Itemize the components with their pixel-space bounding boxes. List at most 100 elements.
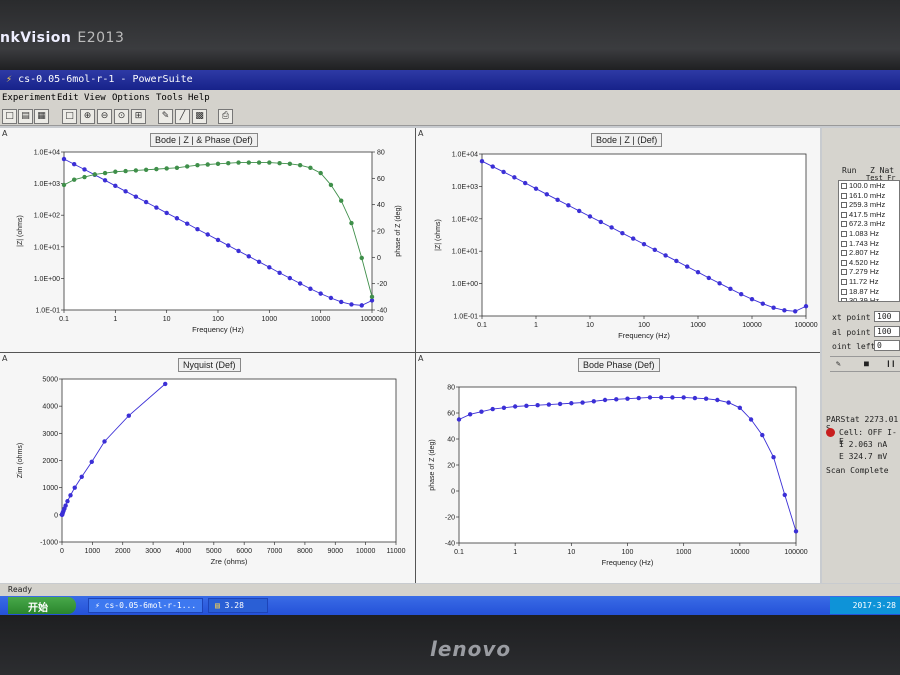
x-tick-label: 1000	[262, 316, 278, 323]
y-tick-label: 2000	[42, 458, 58, 465]
panel-bode-z[interactable]: A Bode | Z | (Def) 0.1 1 10 100 1000 10000 100…	[416, 128, 820, 352]
zoom-fit-icon[interactable]: ⊙	[114, 109, 129, 124]
menu-experiment[interactable]: Experiment	[2, 93, 57, 103]
save-icon[interactable]: ▦	[34, 109, 49, 124]
y-tick-label: 4000	[42, 404, 58, 411]
grid-icon[interactable]: ⊞	[131, 109, 146, 124]
frequency-list-item[interactable]: 100.0 mHz	[839, 181, 899, 191]
x-tick-label: 1	[534, 322, 538, 329]
data-point	[625, 396, 630, 401]
tab-run[interactable]: Run	[842, 166, 857, 175]
expand-icon[interactable]	[841, 298, 847, 301]
expand-icon[interactable]	[841, 211, 847, 218]
taskbar-item-powersuite[interactable]: ⚡ cs-0.05-6mol-r-1...	[88, 598, 203, 613]
frequency-list-item[interactable]: 672.3 mHz	[839, 219, 899, 229]
menu-options[interactable]: Options	[112, 93, 150, 103]
frequency-list[interactable]: 100.0 mHz 161.0 mHz 259.3 mHz 417.5 mHz 672.…	[838, 180, 900, 302]
data-point	[369, 294, 375, 300]
frequency-list-item[interactable]: 18.87 Hz	[839, 287, 899, 297]
plot-frame	[458, 386, 797, 544]
data-point	[580, 400, 585, 405]
panel-bode-z-phase[interactable]: A Bode | Z | & Phase (Def) 0.1 1 10 100 1000…	[0, 128, 415, 352]
panel-title[interactable]: Nyquist (Def)	[178, 358, 241, 372]
print-icon[interactable]: ⎙	[218, 109, 233, 124]
data-point	[533, 186, 539, 191]
taskbar-item-folder[interactable]: ▤ 3.28	[208, 598, 268, 613]
data-point	[715, 397, 720, 403]
menu-view[interactable]: View	[84, 93, 106, 103]
chart-icon[interactable]: ▩	[192, 109, 207, 124]
data-point	[501, 169, 506, 175]
expand-icon[interactable]	[841, 192, 847, 199]
line-icon[interactable]: ╱	[175, 109, 190, 124]
data-point	[523, 180, 528, 186]
x-tick-label: 10000	[311, 316, 331, 323]
panel-title[interactable]: Bode | Z | & Phase (Def)	[150, 133, 258, 147]
y-tick-label: 1.0E-01	[453, 314, 478, 321]
panel-bode-phase[interactable]: A Bode Phase (Def) 0.1 1 10 100 1000 10000 100…	[416, 353, 820, 583]
expand-icon[interactable]	[841, 202, 847, 209]
data-point	[535, 403, 540, 408]
new-icon[interactable]: □	[2, 109, 17, 124]
data-point	[760, 301, 766, 306]
menu-tools[interactable]: Tools	[156, 93, 184, 103]
frequency-list-item[interactable]: 259.3 mHz	[839, 200, 899, 210]
open-icon[interactable]: ▤	[18, 109, 33, 124]
x-tick-label: 100000	[360, 316, 383, 323]
expand-icon[interactable]	[841, 183, 847, 190]
frequency-list-item[interactable]: 1.083 Hz	[839, 229, 899, 239]
y-axis-label: |Z| (ohms)	[17, 215, 24, 247]
data-point	[154, 205, 159, 210]
tab-z-nat[interactable]: Z Nat	[870, 166, 895, 175]
next-point-field[interactable]: 100	[874, 311, 900, 322]
menu-help[interactable]: Help	[188, 93, 210, 103]
start-button[interactable]: 开始	[8, 597, 76, 614]
x-tick-label: 10	[567, 549, 575, 556]
panel-nyquist[interactable]: A Nyquist (Def) 0 1000 2000 3000 4000 5000 600…	[0, 353, 415, 583]
expand-icon[interactable]	[841, 240, 847, 247]
expand-icon[interactable]	[841, 230, 847, 237]
data-point	[349, 302, 354, 307]
data-point	[226, 243, 231, 248]
menu-edit[interactable]: Edit	[57, 93, 79, 103]
panel-title[interactable]: Bode Phase (Def)	[578, 358, 660, 372]
expand-icon[interactable]	[841, 278, 847, 285]
data-point	[587, 214, 593, 219]
frequency-list-item[interactable]: 30.39 Hz	[839, 296, 899, 301]
pen-icon[interactable]: ✎	[836, 359, 841, 368]
expand-icon[interactable]	[841, 288, 847, 295]
select-icon[interactable]: □	[62, 109, 77, 124]
y-tick-label: -40	[445, 541, 455, 548]
panel-title[interactable]: Bode | Z | (Def)	[591, 133, 663, 147]
zoom-out-icon[interactable]: ⊖	[97, 109, 112, 124]
data-point	[544, 192, 550, 197]
pause-icon[interactable]: ❙❙	[886, 359, 896, 368]
window-title: cs-0.05-6mol-r-1 - PowerSuite	[18, 74, 193, 85]
expand-icon[interactable]	[841, 269, 847, 276]
expand-icon[interactable]	[841, 250, 847, 257]
frequency-list-item[interactable]: 4.520 Hz	[839, 258, 899, 268]
splitter-vertical[interactable]	[415, 128, 416, 583]
y2-axis-label: phase of Z (deg)	[395, 205, 402, 256]
data-point	[256, 259, 262, 265]
expand-icon[interactable]	[841, 221, 847, 228]
frequency-list-item[interactable]: 7.279 Hz	[839, 267, 899, 277]
data-point	[717, 281, 722, 286]
frequency-list-item[interactable]: 417.5 mHz	[839, 210, 899, 220]
frequency-list-item[interactable]: 161.0 mHz	[839, 191, 899, 201]
frequency-list-item[interactable]: 2.807 Hz	[839, 248, 899, 258]
pen-icon[interactable]: ✎	[158, 109, 173, 124]
control-buttons: ✎ ■ ❙❙	[830, 356, 900, 372]
data-point	[636, 395, 641, 401]
frequency-list-item[interactable]: 1.743 Hz	[839, 239, 899, 249]
expand-icon[interactable]	[841, 259, 847, 266]
data-point	[620, 230, 625, 236]
total-point-field[interactable]: 100	[874, 326, 900, 337]
window-titlebar[interactable]: ⚡ cs-0.05-6mol-r-1 - PowerSuite	[0, 70, 900, 90]
data-point	[174, 216, 180, 221]
frequency-list-item[interactable]: 11.72 Hz	[839, 277, 899, 287]
points-left-field[interactable]: 0	[874, 340, 900, 351]
stop-icon[interactable]: ■	[864, 359, 869, 368]
splitter-horizontal[interactable]	[0, 352, 820, 353]
zoom-in-icon[interactable]: ⊕	[80, 109, 95, 124]
